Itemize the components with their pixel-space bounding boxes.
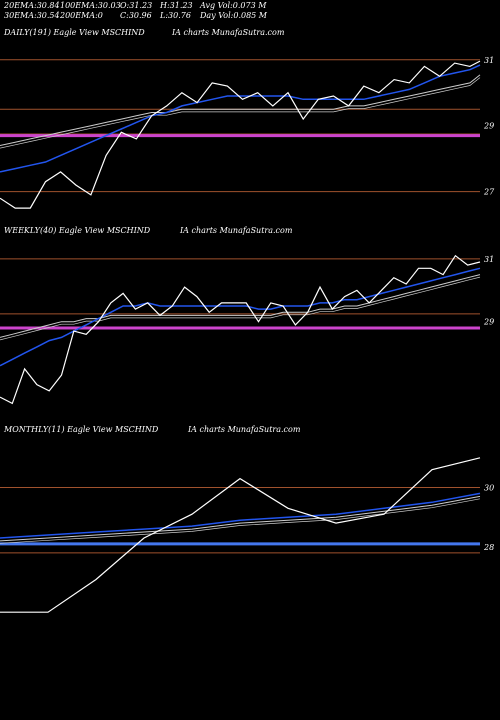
ema100-value: 30.03	[97, 1, 121, 10]
hdr-label: 200EMA:	[60, 11, 98, 20]
ema30-value: 30.54	[36, 11, 60, 20]
hdr-open: O:31.23	[120, 1, 152, 10]
high-value: 31.23	[169, 1, 193, 10]
low-value: 30.76	[168, 11, 191, 20]
monthly-ema-fast-series	[0, 492, 481, 539]
open-value: 31.23	[129, 1, 153, 10]
hdr-label: Avg Vol:	[200, 1, 233, 10]
hdr-label: 20EMA:	[4, 1, 37, 10]
monthly-price-series	[0, 457, 481, 613]
daily-ema-slow-band	[0, 77, 481, 149]
ema200-value: 0	[97, 11, 103, 20]
hdr-label: O:	[120, 1, 130, 10]
weekly-ema-fast-series	[0, 267, 481, 367]
daily-ema-fast-series	[0, 64, 481, 173]
daily-ytick-label: 29	[483, 122, 494, 131]
hdr-ema30: 30EMA:30.54	[4, 11, 60, 20]
hdr-ema200: 200EMA:0	[60, 11, 103, 20]
weekly-ytick-label: 31	[484, 255, 494, 264]
hdr-label: 30EMA:	[4, 11, 37, 20]
close-value: 30.96	[128, 11, 152, 20]
ema20-value: 30.84	[36, 1, 60, 10]
monthly-ema-slow-series	[0, 495, 481, 542]
hdr-high: H:31.23	[160, 1, 193, 10]
hdr-label: Day Vol:	[200, 11, 234, 20]
hdr-label: C:	[120, 11, 129, 20]
hdr-low: L:30.76	[160, 11, 191, 20]
monthly-panel-title: MONTHLY(11) Eagle View MSCHIND	[4, 425, 159, 434]
avgvol-value: 0.073 M	[232, 1, 267, 10]
weekly-panel-title: WEEKLY(40) Eagle View MSCHIND	[4, 226, 151, 235]
weekly-ema-slow-band	[0, 276, 481, 341]
dayvol-value: 0.085 M	[233, 11, 267, 20]
daily-ema-slow-series	[0, 74, 481, 146]
hdr-ema100: 100EMA:30.03	[60, 1, 121, 10]
weekly-ytick-label: 29	[483, 318, 494, 327]
monthly-ytick-label: 28	[483, 543, 494, 552]
monthly-ytick-label: 30	[484, 484, 494, 493]
monthly-ema-slow-band	[0, 498, 481, 544]
hdr-label: L:	[160, 11, 169, 20]
daily-ytick-label: 27	[483, 188, 495, 197]
hdr-avgvol: Avg Vol:0.073 M	[200, 1, 266, 10]
hdr-label: 100EMA:	[60, 1, 98, 10]
hdr-label: H:	[160, 1, 170, 10]
weekly-ema-slow-series	[0, 274, 481, 338]
hdr-dayvol: Day Vol:0.085 M	[200, 11, 267, 20]
daily-ytick-label: 31	[484, 56, 494, 65]
weekly-price-series	[0, 254, 481, 405]
daily-price-series	[0, 60, 481, 209]
daily-panel-source: IA charts MunafaSutra.com	[172, 28, 285, 37]
weekly-panel-source: IA charts MunafaSutra.com	[180, 226, 293, 235]
daily-panel-title: DAILY(191) Eagle View MSCHIND	[4, 28, 145, 37]
header-row-1: 20EMA:30.84	[4, 1, 60, 10]
hdr-close: C:30.96	[120, 11, 152, 20]
monthly-panel-source: IA charts MunafaSutra.com	[188, 425, 301, 434]
